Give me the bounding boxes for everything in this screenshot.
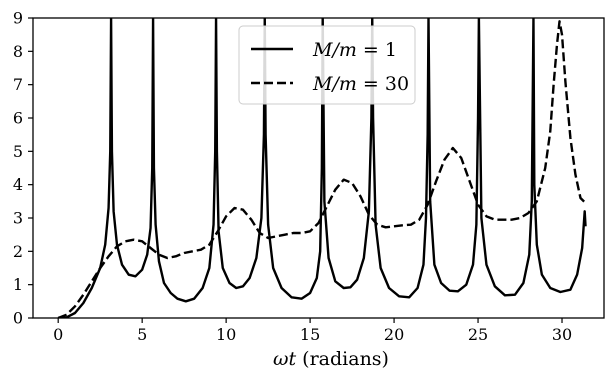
y-tick-label: 6 [13,109,23,128]
legend-label-mm30: M/m = 30 [312,73,409,95]
series-line-mm30 [57,20,587,318]
x-axis-ticks: 0 5 10 15 20 25 30 [53,318,572,344]
legend-box [238,25,416,105]
y-axis-ticks: 0 1 2 3 4 5 6 7 8 9 [13,9,33,328]
legend-label-mm1-prefix: M/m [312,39,357,61]
plot-area: 0 5 10 15 20 25 30 0 1 2 3 4 5 6 7 8 9 [13,9,605,344]
series-layer [57,18,587,318]
y-tick-label: 5 [13,142,23,161]
legend-label-mm1-eq: = [357,39,385,61]
legend: M/m = 1 M/m = 30 [238,25,416,105]
x-axis-label-symbol: ωt [273,348,296,370]
legend-label-mm30-prefix: M/m [312,73,357,95]
x-tick-label: 25 [468,325,488,344]
legend-label-mm1: M/m = 1 [312,39,397,61]
x-tick-label: 30 [552,325,572,344]
x-tick-label: 15 [300,325,320,344]
x-axis-label: ωt (radians) [273,348,389,370]
x-tick-label: 5 [137,325,147,344]
legend-label-mm30-eq: = [357,73,385,95]
x-tick-label: 0 [53,325,63,344]
y-tick-label: 7 [13,75,23,94]
legend-label-mm1-value: 1 [385,39,397,61]
y-tick-label: 1 [13,275,23,294]
legend-label-mm30-value: 30 [385,73,409,95]
x-tick-label: 20 [384,325,404,344]
axes-frame [32,17,605,319]
x-tick-label: 10 [216,325,236,344]
series-line-mm1 [58,18,587,318]
y-tick-label: 8 [13,42,23,61]
y-tick-label: 0 [13,309,23,328]
y-tick-label: 2 [13,242,23,261]
y-tick-label: 9 [13,9,23,28]
x-axis-label-unit: (radians) [296,348,389,370]
y-tick-label: 4 [13,175,23,194]
y-tick-label: 3 [13,209,23,228]
